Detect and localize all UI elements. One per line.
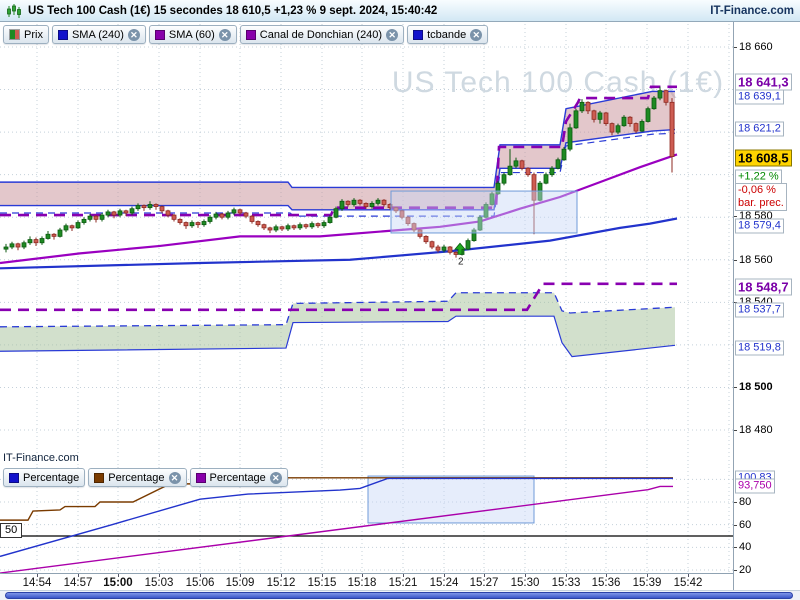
selection-highlight[interactable] <box>390 190 578 234</box>
chip-label: Percentage <box>108 471 165 484</box>
price-indicator-chips: Prix SMA (240) ✕ SMA (60) ✕ Canal de Donchian… <box>3 25 489 44</box>
chip-label: SMA (60) <box>168 28 215 41</box>
indicator-color-swatch <box>154 29 165 40</box>
chip-lower-percentage[interactable]: Percentage ✕ <box>189 468 288 487</box>
time-axis-label: 15:09 <box>225 577 255 589</box>
indicator-color-swatch <box>245 29 256 40</box>
time-axis-label: 15:21 <box>388 577 418 589</box>
indicator-axis-label: 40 <box>739 541 752 554</box>
chip-label: Percentage <box>23 471 80 484</box>
indicator-axis-label: 80 <box>739 496 752 508</box>
indicator-chips: Percentage Percentage ✕ Percentage ✕ <box>3 468 288 487</box>
price-axis-label: 18 660 <box>739 41 773 53</box>
chip-canal-de-donchian-240[interactable]: Canal de Donchian (240) ✕ <box>239 25 405 44</box>
close-icon[interactable]: ✕ <box>386 28 399 41</box>
chip-label: Canal de Donchian (240) <box>259 28 383 41</box>
chart-footer-brand[interactable]: IT-Finance.com <box>3 452 79 464</box>
time-axis[interactable]: 14:54 14:57 15:00 15:03 15:06 15:09 15:12 15:15… <box>0 573 733 591</box>
donchian-lower-line <box>0 282 677 312</box>
chip-prix[interactable]: Prix <box>3 25 49 44</box>
chip-sma-60[interactable]: SMA (60) ✕ <box>148 25 237 44</box>
indicator-axis-label: 20 <box>739 563 752 576</box>
price-axis-label: 18 560 <box>739 254 773 266</box>
indicator-color-swatch <box>94 472 105 483</box>
scrollbar-thumb[interactable] <box>5 592 793 599</box>
time-axis-label: 15:24 <box>429 577 459 589</box>
horizontal-scrollbar[interactable] <box>0 590 800 600</box>
close-icon[interactable]: ✕ <box>470 28 483 41</box>
price-axis-value-label: 18 537,7 <box>735 302 784 318</box>
indicator-color-swatch <box>195 472 206 483</box>
indicator-color-swatch <box>413 29 424 40</box>
percentage-line-2 <box>0 485 673 574</box>
price-axis-value-label: 18 608,5 <box>735 149 792 167</box>
candles-group <box>3 86 675 258</box>
chip-lower-percentage[interactable]: Percentage <box>3 468 86 487</box>
chip-sma-240[interactable]: SMA (240) ✕ <box>51 25 146 44</box>
price-chart-canvas[interactable]: US Tech 100 Cash (1€) 2 <box>0 22 733 466</box>
svg-text:2: 2 <box>458 256 464 267</box>
time-axis-label: 15:42 <box>673 577 703 589</box>
sma-60-line <box>0 153 678 265</box>
time-axis-label: 14:54 <box>22 577 52 589</box>
donchian-upper-line <box>0 85 677 217</box>
sma-240-line <box>0 217 678 270</box>
time-axis-label: 14:57 <box>63 577 93 589</box>
time-axis-label: 15:12 <box>266 577 296 589</box>
price-axis-value-label: 18 641,3 <box>735 73 792 91</box>
time-axis-label: 15:15 <box>307 577 337 589</box>
time-axis-label: 15:18 <box>347 577 377 589</box>
price-axis-label: 18 500 <box>739 381 773 393</box>
candlestick-icon <box>7 3 21 18</box>
price-axis-label: 18 480 <box>739 424 773 436</box>
price-axis-value-label: 18 621,2 <box>735 121 784 137</box>
time-axis-label: 15:27 <box>469 577 499 589</box>
indicator-color-swatch <box>57 29 68 40</box>
close-icon[interactable]: ✕ <box>269 471 282 484</box>
header-bar: US Tech 100 Cash (1€) 15 secondes 18 610… <box>0 0 800 22</box>
close-icon[interactable]: ✕ <box>168 471 181 484</box>
selection-highlight-lower[interactable] <box>367 475 535 524</box>
tcbande-lower-band <box>0 292 676 358</box>
indicator-color-swatch <box>9 472 19 483</box>
time-axis-label: 15:03 <box>144 577 174 589</box>
level-50-label: 50 <box>0 523 23 538</box>
price-axis-value-label: 18 579,4 <box>735 218 784 234</box>
time-axis-label: 15:36 <box>591 577 621 589</box>
buy-marker: 2 <box>454 242 466 267</box>
time-axis-label: 15:39 <box>632 577 662 589</box>
price-axis-value-label: 18 639,1 <box>735 89 784 105</box>
time-axis-label: 15:06 <box>185 577 215 589</box>
instrument-title: US Tech 100 Cash (1€) 15 secondes 18 610… <box>28 4 438 17</box>
chip-tcbande[interactable]: tcbande ✕ <box>407 25 489 44</box>
chip-lower-percentage[interactable]: Percentage ✕ <box>88 468 187 487</box>
indicator-axis-label: 60 <box>739 518 752 531</box>
indicator-axis-value-label: 93,750 <box>735 478 775 494</box>
close-icon[interactable]: ✕ <box>218 28 231 41</box>
chip-label: Prix <box>24 28 43 41</box>
chip-label: SMA (240) <box>71 28 124 41</box>
close-icon[interactable]: ✕ <box>127 28 140 41</box>
time-axis-label: 15:30 <box>510 577 540 589</box>
chip-label: Percentage <box>209 471 266 484</box>
price-axis-value-label: -0,06 % bar. prec. <box>735 183 787 211</box>
brand-link[interactable]: IT-Finance.com <box>710 4 794 17</box>
price-axis-value-label: 18 519,8 <box>735 340 784 356</box>
price-candle-icon <box>9 29 20 40</box>
time-axis-label: 15:00 <box>103 577 133 589</box>
chip-label: tcbande <box>427 28 467 41</box>
axis-border <box>733 22 734 590</box>
time-axis-label: 15:33 <box>551 577 581 589</box>
percentage-line-1 <box>0 477 673 558</box>
price-axis-value-label: 18 548,7 <box>735 278 792 296</box>
